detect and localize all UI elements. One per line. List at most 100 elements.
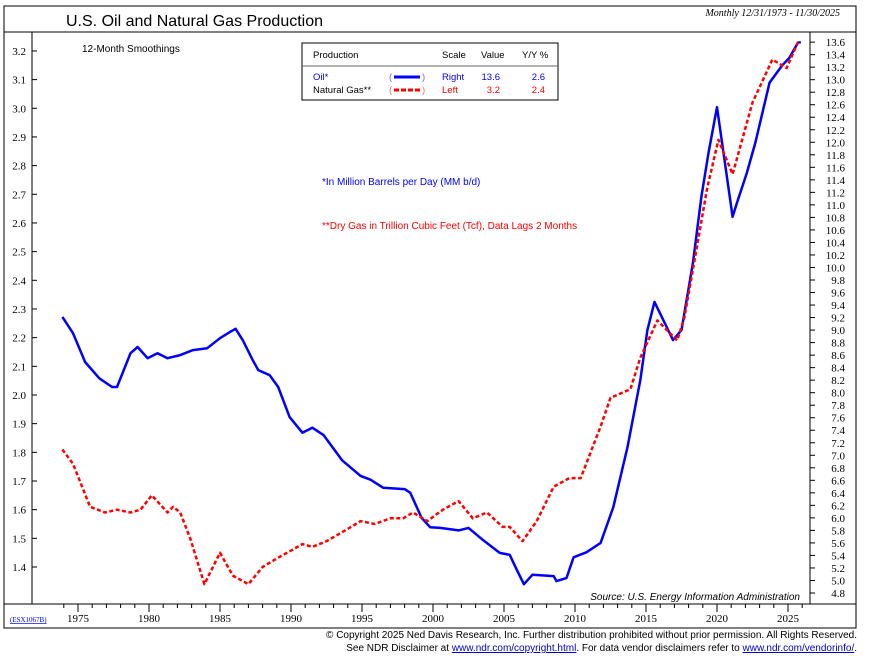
x-tick-label: 2010 bbox=[564, 613, 587, 625]
right-tick-label: 5.8 bbox=[831, 525, 845, 537]
right-tick-label: 12.8 bbox=[826, 87, 846, 99]
left-tick-label: 1.9 bbox=[12, 419, 26, 431]
chart-title: U.S. Oil and Natural Gas Production bbox=[66, 13, 323, 30]
right-tick-label: 6.8 bbox=[831, 463, 845, 475]
copyright-notice: © Copyright 2025 Ned Davis Research, Inc… bbox=[326, 630, 857, 641]
right-tick-label: 7.8 bbox=[831, 400, 845, 412]
legend-oil-scale: Right bbox=[442, 72, 465, 83]
right-tick-label: 12.0 bbox=[826, 137, 846, 149]
left-tick-label: 1.6 bbox=[12, 505, 26, 517]
legend-oil-yoy: 2.6 bbox=[532, 72, 545, 83]
gas-series-line bbox=[61, 41, 800, 586]
gas-unit-note: **Dry Gas in Trillion Cubic Feet (Tcf), … bbox=[322, 221, 577, 232]
right-tick-label: 13.0 bbox=[826, 75, 846, 87]
right-tick-label: 6.2 bbox=[831, 500, 845, 512]
legend-gas-scale: Left bbox=[442, 85, 458, 96]
right-tick-label: 8.2 bbox=[831, 375, 845, 387]
right-tick-label: 7.4 bbox=[831, 425, 845, 437]
chart-svg: U.S. Oil and Natural Gas Production Mont… bbox=[3, 5, 857, 629]
right-tick-label: 5.0 bbox=[831, 575, 845, 587]
disclaimer-prefix: See NDR Disclaimer at bbox=[346, 643, 452, 654]
right-tick-label: 8.0 bbox=[831, 388, 845, 400]
right-tick-label: 10.8 bbox=[826, 212, 846, 224]
left-tick-label: 2.8 bbox=[12, 161, 26, 173]
right-tick-label: 10.4 bbox=[826, 237, 846, 249]
left-tick-label: 3.1 bbox=[12, 75, 26, 87]
legend-header-value: Value bbox=[481, 50, 505, 61]
legend-gas-paren-close: ) bbox=[422, 85, 425, 96]
right-tick-label: 11.8 bbox=[826, 150, 845, 162]
right-tick-label: 12.2 bbox=[826, 125, 845, 137]
left-tick-label: 1.5 bbox=[12, 533, 26, 545]
legend-gas-name: Natural Gas** bbox=[313, 85, 371, 96]
right-tick-label: 11.6 bbox=[826, 162, 845, 174]
chart-code-link[interactable]: (ESX1067B) bbox=[10, 616, 47, 624]
right-tick-label: 11.2 bbox=[826, 187, 845, 199]
legend-header-yoy: Y/Y % bbox=[522, 50, 549, 61]
right-tick-label: 5.2 bbox=[831, 563, 845, 575]
x-tick-label: 1990 bbox=[280, 613, 303, 625]
x-tick-label: 2020 bbox=[706, 613, 729, 625]
right-tick-label: 7.0 bbox=[831, 450, 845, 462]
legend-oil-value: 13.6 bbox=[482, 72, 501, 83]
copyright-link[interactable]: www.ndr.com/copyright.html bbox=[451, 643, 577, 654]
left-tick-label: 1.7 bbox=[12, 476, 26, 488]
right-tick-label: 9.2 bbox=[831, 313, 845, 325]
right-tick-label: 6.4 bbox=[831, 488, 845, 500]
disclaimer-suffix: . bbox=[854, 643, 857, 654]
right-tick-label: 11.4 bbox=[826, 175, 845, 187]
vendor-info-link[interactable]: www.ndr.com/vendorinfo/ bbox=[742, 643, 855, 654]
left-tick-label: 2.5 bbox=[12, 247, 26, 259]
left-tick-label: 2.0 bbox=[12, 390, 26, 402]
disclaimer-mid: . For data vendor disclaimers refer to bbox=[576, 643, 743, 654]
right-tick-label: 11.0 bbox=[826, 200, 845, 212]
legend-gas-yoy: 2.4 bbox=[532, 85, 545, 96]
legend-oil-name: Oil* bbox=[313, 72, 329, 83]
x-tick-label: 2015 bbox=[635, 613, 658, 625]
x-tick-label: 1975 bbox=[67, 613, 90, 625]
legend-oil-paren-close: ) bbox=[422, 72, 425, 83]
right-tick-label: 12.6 bbox=[826, 100, 846, 112]
x-tick-label: 1985 bbox=[209, 613, 232, 625]
right-tick-label: 5.6 bbox=[831, 538, 845, 550]
x-tick-label: 2005 bbox=[493, 613, 516, 625]
left-tick-label: 2.7 bbox=[12, 189, 26, 201]
legend-header-production: Production bbox=[313, 50, 358, 61]
x-tick-label: 2000 bbox=[422, 613, 445, 625]
right-tick-label: 9.4 bbox=[831, 300, 845, 312]
legend-gas-paren: ( bbox=[389, 85, 393, 96]
right-tick-label: 9.0 bbox=[831, 325, 845, 337]
left-tick-label: 3.2 bbox=[12, 46, 26, 58]
right-tick-label: 7.6 bbox=[831, 413, 845, 425]
right-tick-label: 8.6 bbox=[831, 350, 845, 362]
left-tick-label: 3.0 bbox=[12, 103, 26, 115]
smoothing-label: 12-Month Smoothings bbox=[82, 44, 180, 55]
right-tick-label: 6.6 bbox=[831, 475, 845, 487]
legend-box: Production Scale Value Y/Y % Oil* ( ) Ri… bbox=[301, 42, 559, 101]
left-tick-label: 1.4 bbox=[12, 562, 26, 574]
left-tick-label: 2.9 bbox=[12, 132, 26, 144]
source-note: Source: U.S. Energy Information Administ… bbox=[590, 592, 800, 603]
right-tick-label: 4.8 bbox=[831, 588, 845, 600]
right-tick-label: 10.0 bbox=[826, 262, 846, 274]
oil-unit-note: *In Million Barrels per Day (MM b/d) bbox=[322, 177, 480, 188]
right-tick-label: 10.2 bbox=[826, 250, 845, 262]
x-tick-label: 1980 bbox=[138, 613, 161, 625]
left-tick-label: 2.4 bbox=[12, 275, 26, 287]
disclaimer-line: See NDR Disclaimer at www.ndr.com/copyri… bbox=[346, 643, 857, 654]
x-tick-label: 2025 bbox=[777, 613, 800, 625]
axes: 1.4 1.5 1.6 1.7 1.8 1.9 2.0 2.1 2.2 2.3 2.4 2.5 2.6 2… bbox=[12, 37, 845, 625]
legend-header-scale: Scale bbox=[442, 50, 466, 61]
right-tick-label: 6.0 bbox=[831, 513, 845, 525]
left-tick-label: 1.8 bbox=[12, 447, 26, 459]
outer-frame bbox=[3, 5, 857, 629]
right-tick-label: 13.6 bbox=[826, 37, 846, 49]
left-tick-label: 2.2 bbox=[12, 333, 26, 345]
right-tick-label: 7.2 bbox=[831, 438, 845, 450]
right-tick-label: 8.4 bbox=[831, 363, 845, 375]
series-lines bbox=[61, 40, 802, 586]
right-tick-label: 13.2 bbox=[826, 62, 845, 74]
right-tick-label: 9.6 bbox=[831, 288, 845, 300]
left-tick-label: 2.3 bbox=[12, 304, 26, 316]
